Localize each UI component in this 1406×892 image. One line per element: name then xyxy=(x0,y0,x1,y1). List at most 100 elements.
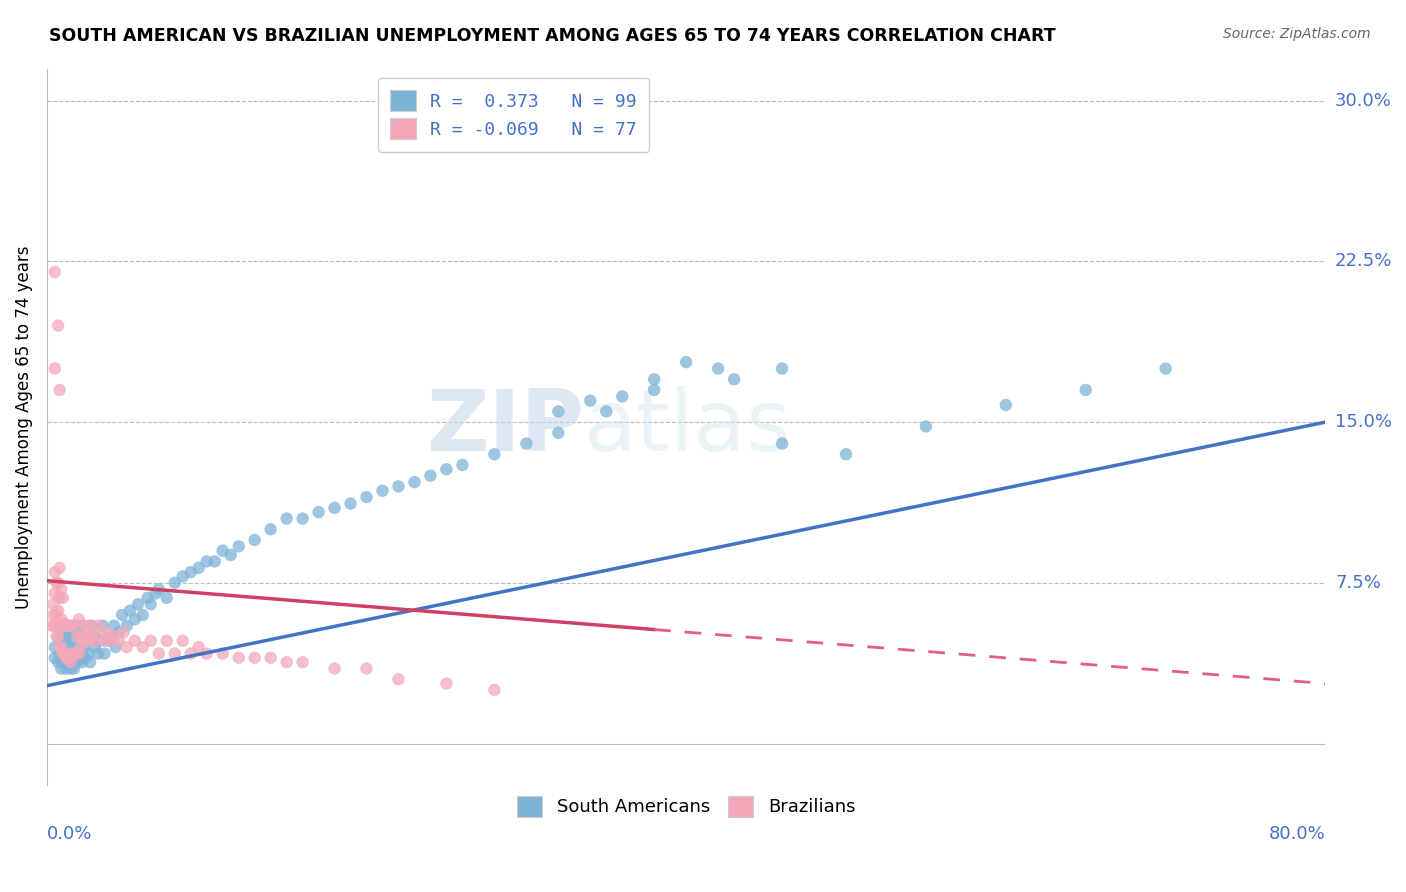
Point xyxy=(48,591,70,605)
Text: 15.0%: 15.0% xyxy=(1336,413,1392,431)
Point xyxy=(484,683,506,698)
Point xyxy=(83,640,105,654)
Point xyxy=(45,575,67,590)
Point xyxy=(75,618,97,632)
Point xyxy=(139,597,162,611)
Point xyxy=(63,618,86,632)
Point xyxy=(835,447,858,461)
Point xyxy=(83,633,105,648)
Point xyxy=(104,640,127,654)
Point xyxy=(69,640,91,654)
Point xyxy=(291,655,314,669)
Point xyxy=(228,650,250,665)
Point xyxy=(770,361,793,376)
Point xyxy=(51,640,73,654)
Point xyxy=(93,647,115,661)
Point xyxy=(115,640,138,654)
Point xyxy=(547,425,569,440)
Text: 7.5%: 7.5% xyxy=(1336,574,1381,591)
Point xyxy=(195,647,218,661)
Point xyxy=(55,647,77,661)
Point xyxy=(65,640,87,654)
Point xyxy=(67,625,90,640)
Point xyxy=(44,586,66,600)
Point xyxy=(145,586,167,600)
Point xyxy=(547,404,569,418)
Point xyxy=(612,389,634,403)
Point xyxy=(163,647,186,661)
Point xyxy=(65,647,87,661)
Point xyxy=(323,500,346,515)
Point xyxy=(70,618,93,632)
Text: 30.0%: 30.0% xyxy=(1336,92,1392,110)
Point xyxy=(308,505,330,519)
Point xyxy=(118,604,141,618)
Point xyxy=(62,633,84,648)
Point xyxy=(291,511,314,525)
Point xyxy=(172,633,194,648)
Point xyxy=(148,647,170,661)
Point xyxy=(51,612,73,626)
Point xyxy=(156,591,179,605)
Point xyxy=(80,629,103,643)
Point xyxy=(91,618,114,632)
Point xyxy=(66,629,89,643)
Point xyxy=(53,647,76,661)
Point xyxy=(42,597,65,611)
Legend: South Americans, Brazilians: South Americans, Brazilians xyxy=(510,789,862,824)
Point xyxy=(187,640,209,654)
Point xyxy=(707,361,730,376)
Point xyxy=(579,393,602,408)
Point xyxy=(124,612,146,626)
Point xyxy=(451,458,474,472)
Text: 22.5%: 22.5% xyxy=(1336,252,1392,270)
Point xyxy=(371,483,394,498)
Point xyxy=(59,618,82,632)
Point xyxy=(79,618,101,632)
Point xyxy=(48,383,70,397)
Point xyxy=(67,647,90,661)
Point xyxy=(48,618,70,632)
Point xyxy=(76,625,98,640)
Point xyxy=(46,575,69,590)
Point xyxy=(515,436,537,450)
Point xyxy=(93,633,115,648)
Point xyxy=(387,673,409,687)
Point xyxy=(53,616,76,631)
Point xyxy=(83,629,105,643)
Point xyxy=(67,612,90,626)
Point xyxy=(127,597,149,611)
Point xyxy=(219,548,242,562)
Point xyxy=(180,647,202,661)
Point xyxy=(115,618,138,632)
Point xyxy=(1154,361,1177,376)
Point xyxy=(80,618,103,632)
Point xyxy=(48,629,70,643)
Point xyxy=(46,655,69,669)
Point xyxy=(44,650,66,665)
Point xyxy=(56,629,79,643)
Point xyxy=(76,633,98,648)
Point xyxy=(675,355,697,369)
Point xyxy=(595,404,617,418)
Point xyxy=(387,479,409,493)
Point xyxy=(1074,383,1097,397)
Point xyxy=(419,468,441,483)
Point xyxy=(139,633,162,648)
Point xyxy=(44,565,66,579)
Text: atlas: atlas xyxy=(583,386,792,469)
Point xyxy=(436,676,458,690)
Point xyxy=(276,655,298,669)
Point xyxy=(55,618,77,632)
Point xyxy=(70,629,93,643)
Point xyxy=(59,625,82,640)
Point xyxy=(243,650,266,665)
Point xyxy=(77,647,100,661)
Point xyxy=(53,633,76,648)
Point xyxy=(100,633,122,648)
Point xyxy=(52,618,75,632)
Point xyxy=(77,633,100,648)
Point xyxy=(44,265,66,279)
Point xyxy=(111,607,134,622)
Point xyxy=(44,618,66,632)
